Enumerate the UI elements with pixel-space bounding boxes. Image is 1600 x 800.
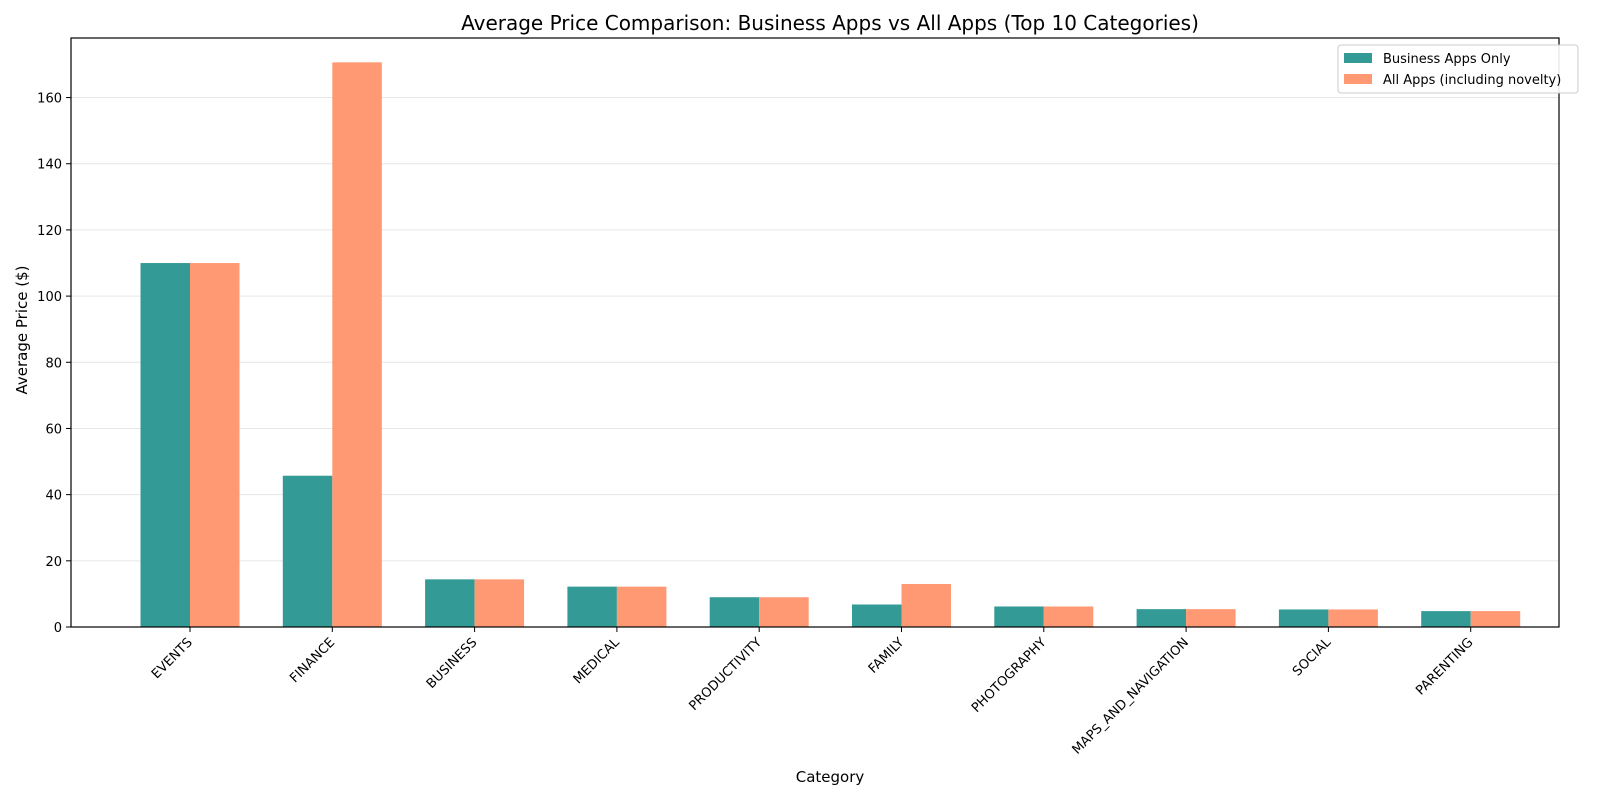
bar-all-apps-social <box>1328 609 1378 627</box>
x-tick-label: MEDICAL <box>571 635 623 687</box>
legend-label-business: Business Apps Only <box>1383 52 1511 67</box>
bar-business-business <box>425 579 475 627</box>
bar-all-apps-photography <box>1043 606 1094 627</box>
legend-label-all-apps: All Apps (including novelty) <box>1383 73 1561 88</box>
bar-business-maps-and-navigation <box>1136 609 1187 627</box>
bar-business-photography <box>994 606 1044 627</box>
y-tick-label: 100 <box>37 290 62 305</box>
bar-business-social <box>1278 609 1329 627</box>
plot-frame <box>70 37 1560 628</box>
chart-title: Average Price Comparison: Business Apps … <box>461 11 1199 35</box>
bar-business-medical <box>567 586 617 627</box>
bar-all-apps-family <box>901 583 951 627</box>
x-tick-label: BUSINESS <box>424 635 481 692</box>
y-tick-label: 60 <box>45 422 62 437</box>
x-tick-label: PHOTOGRAPHY <box>969 635 1050 716</box>
x-tick-label: EVENTS <box>149 635 196 682</box>
x-tick-label: FAMILY <box>866 635 908 677</box>
bar-all-apps-parenting <box>1470 611 1521 627</box>
legend-swatch-business <box>1344 53 1372 63</box>
bar-all-apps-finance <box>332 62 382 628</box>
bar-business-family <box>852 604 902 627</box>
legend-frame <box>1337 44 1579 94</box>
y-tick-label: 120 <box>37 224 62 239</box>
bar-all-apps-business <box>474 579 525 627</box>
bar-all-apps-productivity <box>759 597 809 627</box>
x-axis-title: Category <box>796 768 865 786</box>
bar-all-apps-maps-and-navigation <box>1186 609 1236 627</box>
y-tick-label: 80 <box>45 356 62 371</box>
legend: Business Apps Only All Apps (including n… <box>1337 44 1579 94</box>
y-axis-ticks: 0 20 40 60 80 100 120 140 160 <box>37 92 71 636</box>
x-tick-label: MAPS_AND_NAVIGATION <box>1070 635 1192 757</box>
y-tick-label: 140 <box>37 158 62 173</box>
y-axis-title: Average Price ($) <box>13 266 31 395</box>
y-tick-label: 20 <box>45 555 62 570</box>
bar-all-apps-medical <box>616 586 667 627</box>
x-axis-ticks: EVENTS FINANCE BUSINESS MEDICAL PRODUCTIVITY… <box>149 627 1477 758</box>
bar-business-parenting <box>1421 611 1471 627</box>
bar-business-productivity <box>709 597 760 627</box>
bar-all-apps-events <box>190 263 240 627</box>
bars <box>140 62 1521 628</box>
x-tick-label: PRODUCTIVITY <box>686 635 765 714</box>
y-tick-label: 40 <box>45 489 62 504</box>
x-tick-label: SOCIAL <box>1290 635 1335 680</box>
x-tick-label: PARENTING <box>1413 635 1476 698</box>
bar-business-events <box>140 263 190 627</box>
x-tick-label: FINANCE <box>287 635 338 686</box>
legend-swatch-all-apps <box>1344 74 1372 84</box>
y-tick-label: 160 <box>37 92 62 107</box>
bar-business-finance <box>282 475 333 627</box>
y-tick-label: 0 <box>54 621 62 636</box>
